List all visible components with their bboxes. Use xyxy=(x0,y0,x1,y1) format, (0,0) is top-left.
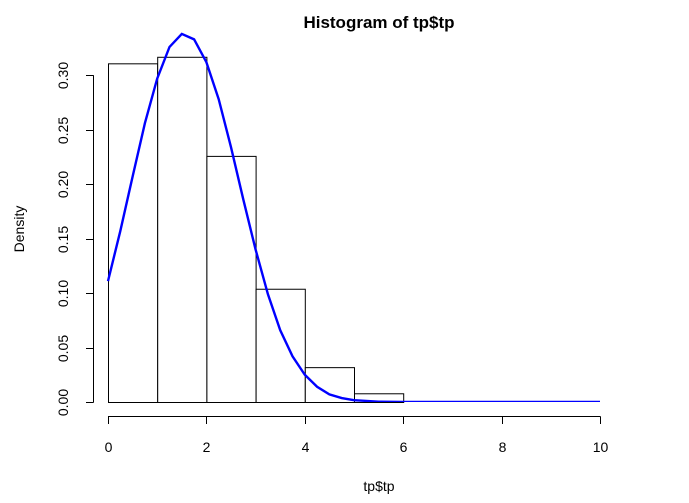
y-tick-label: 0.10 xyxy=(55,280,71,307)
y-tick-label: 0.30 xyxy=(55,62,71,89)
x-tick-label: 2 xyxy=(203,439,211,455)
x-tick-label: 4 xyxy=(302,439,310,455)
y-axis: 0.00 0.05 0.10 0.15 0.20 0.25 0.30 xyxy=(55,62,94,416)
histogram-bar xyxy=(354,393,405,403)
y-tick-label: 0.20 xyxy=(55,171,71,198)
histogram-bar xyxy=(206,155,257,403)
histogram-bars xyxy=(108,56,405,404)
histogram-bar xyxy=(255,288,306,403)
x-tick-label: 0 xyxy=(105,439,113,455)
chart-title: Histogram of tp$tp xyxy=(303,13,454,32)
y-tick-label: 0.05 xyxy=(55,335,71,362)
histogram-bar xyxy=(108,63,159,403)
x-tick-label: 6 xyxy=(400,439,408,455)
y-tick-label: 0.15 xyxy=(55,226,71,253)
y-tick-label: 0.00 xyxy=(55,389,71,416)
density-curve-layer xyxy=(106,32,600,402)
x-tick-label: 10 xyxy=(593,439,609,455)
x-axis-label: tp$tp xyxy=(363,478,394,494)
y-axis-label: Density xyxy=(11,206,27,253)
density-curve-line xyxy=(106,32,600,402)
histogram-bar xyxy=(157,56,208,404)
y-tick-label: 0.25 xyxy=(55,117,71,144)
histogram-bar xyxy=(304,367,355,404)
x-axis: 0 2 4 6 8 10 xyxy=(105,416,609,455)
x-tick-label: 8 xyxy=(499,439,507,455)
